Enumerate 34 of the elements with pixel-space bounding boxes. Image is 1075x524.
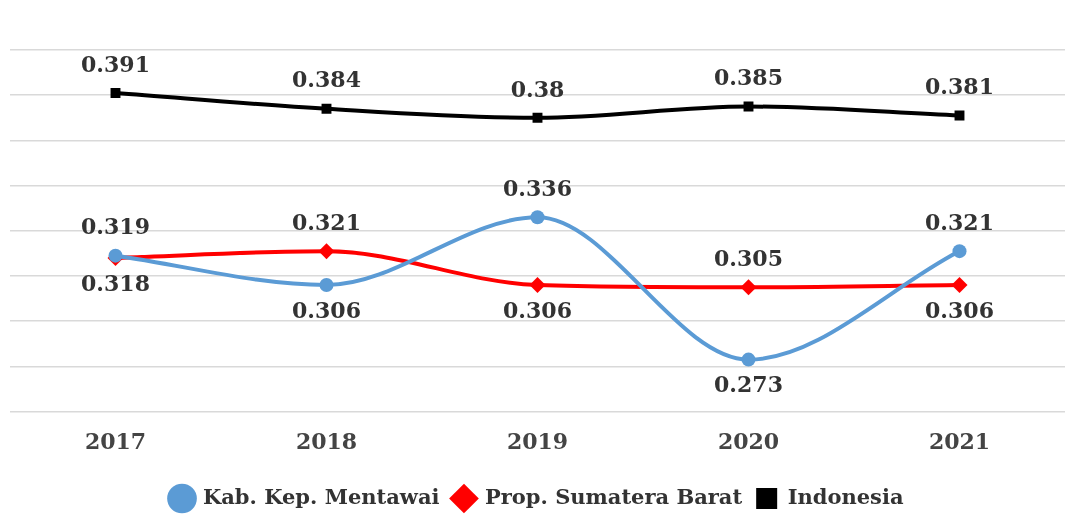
data-label: 0.321 — [292, 208, 361, 235]
data-label: 0.384 — [292, 66, 361, 93]
point — [319, 278, 334, 293]
data-label: 0.306 — [292, 296, 361, 323]
point — [740, 279, 757, 296]
legend-label: Kab. Kep. Mentawai — [203, 483, 440, 509]
point — [530, 210, 545, 225]
data-label: 0.391 — [81, 50, 150, 77]
data-label: 0.305 — [714, 245, 783, 272]
point — [532, 112, 543, 123]
x-tick-label: 2018 — [295, 427, 358, 454]
x-tick-label: 2021 — [928, 427, 991, 454]
point — [321, 103, 332, 114]
point — [951, 277, 968, 294]
data-label: 0.306 — [503, 296, 572, 323]
point — [318, 243, 335, 260]
point — [952, 244, 967, 259]
data-label: 0.336 — [503, 174, 572, 201]
data-label: 0.38 — [510, 75, 565, 102]
x-tick-label: 2019 — [506, 427, 569, 454]
data-label: 0.273 — [714, 371, 783, 398]
point — [741, 352, 756, 367]
data-label: 0.306 — [925, 296, 994, 323]
data-label: 0.321 — [925, 208, 994, 235]
x-tick-label: 2020 — [717, 427, 780, 454]
data-label: 0.318 — [81, 269, 150, 296]
x-tick-label: 2017 — [84, 427, 147, 454]
point — [110, 87, 121, 98]
legend-label: Prop. Sumatera Barat — [484, 483, 743, 509]
data-label: 0.381 — [925, 73, 994, 100]
point — [529, 277, 546, 294]
legend-label: Indonesia — [787, 483, 904, 509]
data-label: 0.319 — [81, 213, 150, 240]
data-label: 0.385 — [714, 64, 783, 91]
